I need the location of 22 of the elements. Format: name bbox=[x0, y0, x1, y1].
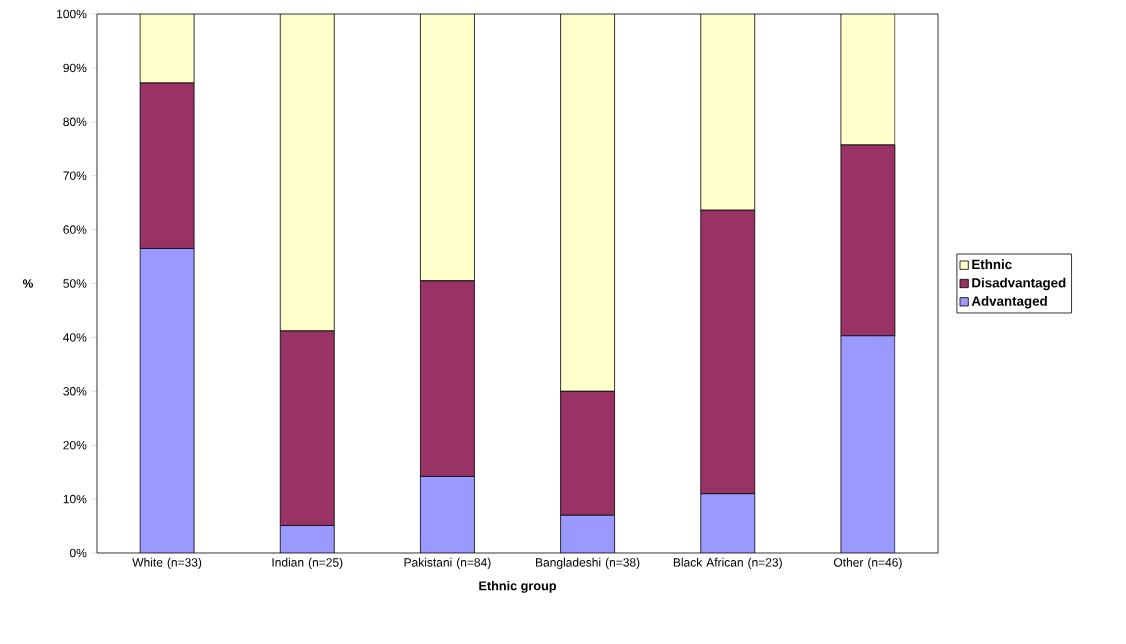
x-tick-label: Black African (n=23) bbox=[673, 557, 782, 570]
y-tick-label: 20% bbox=[63, 440, 87, 450]
x-tick-label: Other (n=46) bbox=[833, 557, 902, 570]
y-tick-label: 90% bbox=[63, 63, 87, 73]
legend-label: Advantaged bbox=[971, 296, 1047, 309]
y-tick-label: 50% bbox=[63, 279, 87, 288]
x-tick-label: White (n=33) bbox=[132, 557, 202, 570]
y-tick-label: 80% bbox=[63, 117, 87, 127]
y-tick-label: 10% bbox=[63, 494, 87, 504]
x-axis-title: Ethnic group bbox=[479, 580, 557, 593]
legend-label: Ethnic bbox=[972, 259, 1012, 270]
x-tick-label: Indian (n=25) bbox=[272, 557, 343, 570]
legend-label: Disadvantaged bbox=[972, 277, 1066, 291]
y-tick-label: 100% bbox=[57, 9, 87, 19]
x-tick-label: Pakistani (n=84) bbox=[404, 557, 491, 570]
y-tick-label: 0% bbox=[69, 548, 87, 558]
x-tick-label: Bangladeshi (n=38) bbox=[536, 557, 640, 570]
y-tick-label: 70% bbox=[63, 171, 87, 180]
y-tick-label: 40% bbox=[63, 333, 87, 342]
y-axis-title: % bbox=[22, 279, 33, 288]
y-tick-label: 60% bbox=[63, 225, 87, 234]
y-tick-label: 30% bbox=[63, 387, 87, 396]
